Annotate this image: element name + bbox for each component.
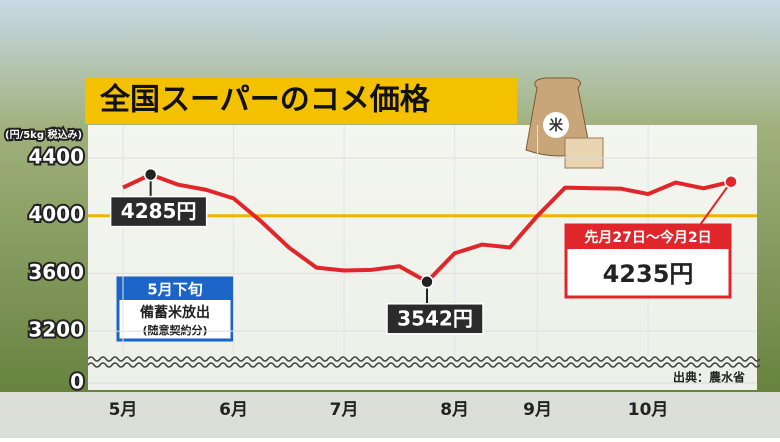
note-line: (随意契約分) <box>142 323 207 337</box>
callout-stem <box>699 181 732 226</box>
x-tick-label: 5月 <box>109 400 138 420</box>
x-tick-label: 7月 <box>330 400 359 420</box>
callout-box <box>109 195 208 228</box>
callout-dot <box>420 275 434 289</box>
svg-text:米: 米 <box>549 117 564 134</box>
callout-label: 4285円 <box>121 199 197 223</box>
y-tick-label: 3200 <box>28 318 84 342</box>
y-tick-label: 4400 <box>28 145 84 169</box>
callout-label: 3542円 <box>397 306 473 330</box>
y-tick-label: 4000 <box>28 202 84 226</box>
y-tick-label: 3600 <box>28 260 84 284</box>
x-axis-band <box>0 392 780 438</box>
x-tick-label: 6月 <box>219 400 248 420</box>
callout-head <box>566 225 730 249</box>
source: 出典：農水省 <box>673 370 745 385</box>
rice-icon: 米 <box>525 77 604 169</box>
callout-heading: 先月27日〜今月2日 <box>584 229 711 246</box>
note-line: 備蓄米放出 <box>140 304 210 321</box>
axis-break <box>87 362 761 368</box>
callout-label: 4235円 <box>603 260 694 288</box>
callout-dot <box>724 175 738 189</box>
y-axis-label: (円/5kg 税込み) <box>5 128 82 141</box>
chart-title: 全国スーパーのコメ価格 <box>99 83 431 118</box>
x-tick-label: 9月 <box>523 400 552 420</box>
callout-box <box>386 303 484 335</box>
title-banner <box>85 78 517 124</box>
axis-break <box>87 356 761 362</box>
x-tick-label: 10月 <box>628 400 669 420</box>
callout-dot <box>143 167 158 182</box>
note: 5月下旬 備蓄米放出 (随意契約分) <box>116 276 234 342</box>
x-tick-label: 8月 <box>440 400 469 420</box>
note-heading: 5月下旬 <box>147 281 202 299</box>
y-tick-label: 0 <box>70 370 84 394</box>
